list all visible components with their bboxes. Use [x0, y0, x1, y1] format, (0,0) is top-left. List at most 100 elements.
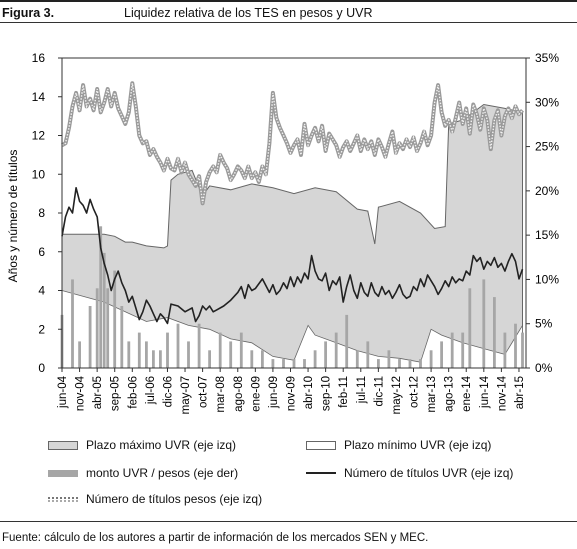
monto-bar	[377, 359, 380, 368]
monto-bar	[166, 332, 169, 368]
monto-bar	[250, 350, 254, 368]
legend-label-plazo-min: Plazo mínimo UVR (eje izq)	[344, 438, 492, 452]
y2-tick-label: 25%	[535, 140, 559, 154]
legend-swatch-monto	[48, 469, 78, 477]
legend-swatch-plazo-max	[48, 440, 78, 450]
monto-bar	[313, 350, 317, 368]
monto-bar	[521, 332, 524, 368]
title-rule	[0, 22, 577, 23]
monto-bar	[120, 306, 124, 368]
legend-label-monto: monto UVR / pesos (eje der)	[86, 466, 239, 480]
y2-tick-label: 10%	[535, 272, 559, 286]
x-tick-label: nov-09	[286, 376, 298, 411]
x-tick-label: feb-11	[338, 376, 350, 408]
monto-bar	[88, 306, 92, 368]
monto-bar	[208, 350, 211, 368]
monto-bar	[366, 341, 370, 368]
monto-bar	[503, 332, 507, 368]
bottom-rule	[0, 521, 577, 522]
source-note: Fuente: cálculo de los autores a partir …	[2, 532, 429, 544]
monto-bar	[145, 341, 148, 368]
monto-bar	[102, 252, 106, 368]
monto-bar	[106, 288, 110, 368]
legend-label-num-pesos: Número de títulos pesos (eje izq)	[86, 492, 263, 506]
x-tick-label: ene-09	[250, 376, 262, 412]
x-tick-label: abr-10	[303, 376, 315, 409]
monto-bar	[514, 323, 517, 368]
legend-swatch-num-uvr	[306, 472, 336, 474]
monto-bar	[292, 359, 296, 368]
monto-bar	[419, 359, 422, 368]
x-tick-label: dic-11	[373, 376, 385, 406]
y2-tick-label: 5%	[535, 317, 553, 331]
x-tick-label: jul-11	[356, 376, 368, 404]
y2-tick-label: 30%	[535, 95, 559, 109]
x-tick-label: oct-12	[409, 376, 421, 408]
monto-bar	[95, 288, 99, 368]
y-tick-label: 4	[38, 284, 45, 298]
monto-bar	[187, 341, 190, 368]
monto-bar	[345, 314, 349, 368]
monto-bar	[137, 332, 141, 368]
monto-bar	[197, 323, 201, 368]
x-tick-label: abr-15	[514, 376, 526, 409]
x-tick-label: ago-13	[444, 376, 456, 412]
monto-bar	[159, 350, 162, 368]
line-num-pesos-texture	[61, 83, 524, 204]
monto-bar	[127, 341, 131, 368]
x-tick-label: may-07	[180, 376, 192, 414]
monto-bar	[229, 341, 233, 368]
x-tick-label: abr-05	[92, 376, 104, 409]
monto-bar	[78, 341, 81, 368]
legend-item-monto: monto UVR / pesos (eje der)	[48, 466, 238, 480]
x-tick-label: sep-05	[110, 376, 122, 411]
top-rule	[0, 0, 577, 2]
y-tick-label: 10	[32, 167, 46, 181]
monto-bar	[71, 279, 74, 368]
y-tick-label: 16	[32, 51, 46, 65]
legend-swatch-num-pesos	[48, 496, 78, 502]
legend-item-num-pesos: Número de títulos pesos (eje izq)	[48, 492, 262, 506]
monto-bar	[429, 350, 433, 368]
monto-bar	[239, 332, 243, 368]
figure-title: Liquidez relativa de los TES en pesos y …	[124, 6, 373, 20]
monto-bar	[450, 332, 454, 368]
monto-bar	[113, 270, 117, 368]
y-tick-label: 8	[38, 206, 45, 220]
monto-bar	[152, 350, 155, 368]
y2-tick-label: 0%	[535, 361, 553, 375]
monto-bar	[218, 332, 222, 368]
monto-bar	[398, 359, 401, 368]
plot-area	[60, 81, 524, 369]
y2-tick-label: 35%	[535, 51, 559, 65]
monto-bar	[482, 279, 486, 368]
monto-bar	[408, 359, 412, 368]
monto-bar	[493, 297, 496, 368]
monto-bar	[261, 350, 264, 368]
y-tick-label: 14	[32, 90, 46, 104]
legend-label-num-uvr: Número de títulos UVR (eje izq)	[344, 466, 514, 480]
monto-bar	[99, 226, 103, 368]
y2-tick-label: 20%	[535, 184, 559, 198]
monto-bar	[461, 332, 465, 368]
figure-label: Figura 3.	[2, 6, 55, 20]
x-tick-label: jun-09	[268, 376, 280, 409]
monto-bar	[334, 332, 338, 368]
line-num-uvr	[61, 187, 524, 325]
x-tick-label: mar-08	[215, 376, 227, 412]
x-tick-label: oct-07	[198, 376, 210, 408]
x-tick-label: may-12	[391, 376, 403, 414]
y-tick-label: 12	[32, 129, 46, 143]
chart: 0 2 4 6 8 10 12 14 16 0% 5% 10% 15% 20% 25% 30% 35% jun-0…	[6, 51, 560, 414]
y-tick-label: 2	[38, 322, 45, 336]
axes: 0 2 4 6 8 10 12 14 16 0% 5% 10% 15% 20% 25% 30% 35% jun-0…	[32, 51, 560, 414]
x-tick-label: jul-06	[145, 376, 157, 405]
legend-label-plazo-max: Plazo máximo UVR (eje izq)	[86, 438, 237, 452]
monto-bar	[271, 359, 275, 368]
monto-bar	[324, 341, 327, 368]
monto-bar	[440, 341, 443, 368]
monto-bar	[468, 288, 472, 368]
x-tick-label: dic-06	[163, 376, 175, 407]
legend-item-plazo-min: Plazo mínimo UVR (eje izq)	[306, 438, 491, 452]
x-tick-label: ene-14	[461, 375, 473, 411]
